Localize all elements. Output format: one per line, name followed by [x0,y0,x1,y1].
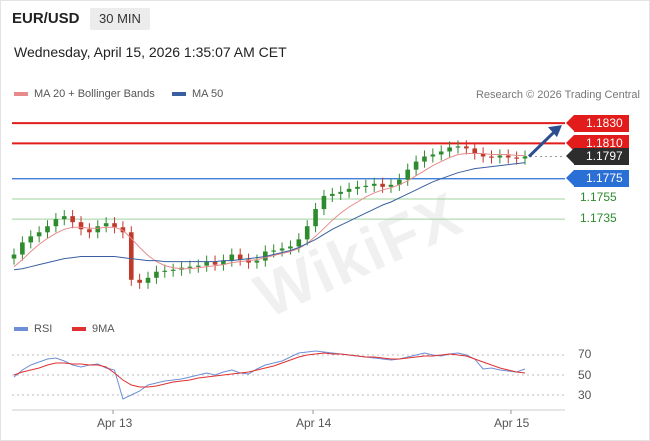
legend-rsi: RSI [14,323,52,335]
candle-body [195,265,201,267]
candle-body [162,270,168,272]
rsi-tick-30: 30 [578,388,592,402]
candle-body [11,254,17,259]
candle-body [70,216,75,223]
level-label-resistance-2: 1.1830 [566,114,629,132]
ma20-line [13,153,525,270]
candle-body [254,260,260,263]
ma20-swatch [14,92,28,96]
candle-body [397,179,402,185]
legend-9ma-label: 9MA [92,323,115,335]
candle-body [103,223,109,227]
candle-body [212,261,218,265]
level-label-support-1: 1.1755 [580,190,617,205]
candle-body [20,242,25,255]
candle-body [422,156,427,162]
projection-arrowhead [548,125,562,138]
timeframe-badge[interactable]: 30 MIN [90,8,150,30]
level-label-support-2: 1.1735 [580,210,617,225]
candle-body [145,277,151,283]
rsi-swatch [14,327,28,331]
candle-body [271,250,276,252]
candle-body [447,147,452,152]
candle-body [61,216,67,220]
projection-arrow [527,129,558,158]
candle-body [304,226,310,240]
candle-body [388,184,394,187]
candle-body [154,271,159,278]
legend-ma20: MA 20 + Bollinger Bands [14,88,155,100]
candle-body [497,155,503,158]
candle-body [438,151,444,155]
level-label-pivot: 1.1775 [566,170,629,188]
candle-body [522,156,528,159]
level-label-resistance-1: 1.1810 [566,134,629,152]
candle-body [170,269,176,271]
candle-body [346,188,352,192]
candle-body [430,154,436,157]
candle-body [87,229,92,233]
candle-body [36,232,42,237]
candle-body [363,185,369,188]
candle-body [128,232,134,280]
candle-body [296,239,302,247]
candle-body [405,169,411,180]
candle-body [137,279,142,283]
candle-body [221,260,226,265]
candle-body [321,195,327,210]
candle-body [187,266,193,268]
candle-body [514,157,519,159]
candle-body [505,155,511,158]
candle-body [313,209,318,227]
ma9-swatch [72,327,86,331]
x-tick-apr15: Apr 15 [494,416,530,430]
ma50-line [13,162,526,271]
ma9-line [13,352,526,388]
level-label-last-price: 1.1797 [566,148,629,165]
candle-body [480,153,486,157]
candle-body [95,226,101,233]
candle-body [279,248,285,251]
candle-body [28,236,34,243]
legend-9ma: 9MA [72,323,115,335]
candle-body [472,148,478,154]
candle-body [355,186,360,189]
rsi-line [13,350,526,400]
x-tick-apr13: Apr 13 [97,416,133,430]
chart-datetime: Wednesday, April 15, 2026 1:35:07 AM CET [14,44,287,60]
candle-body [45,226,50,233]
candle-body [371,183,377,186]
candle-body [338,191,344,194]
candle-body [455,146,461,148]
candle-body [288,246,293,249]
rsi-tick-50: 50 [578,368,592,382]
legend-ma50-label: MA 50 [192,88,224,100]
candle-body [53,219,59,227]
candle-body [464,146,469,149]
ma50-swatch [172,92,186,96]
candle-body [112,223,117,228]
research-credit: Research © 2026 Trading Central [475,89,640,101]
legend-rsi-label: RSI [34,323,53,335]
legend-ma50: MA 50 [172,88,223,100]
candle-body [229,254,235,261]
legend-ma20-label: MA 20 + Bollinger Bands [34,88,155,100]
candle-body [78,222,84,230]
candle-body [330,193,335,196]
x-tick-apr14: Apr 14 [296,416,332,430]
pair-title: EUR/USD [12,10,80,27]
candle-body [204,261,209,266]
candle-body [380,183,385,187]
candle-body [489,156,494,158]
candle-body [237,254,243,260]
candle-body [413,161,419,170]
rsi-tick-70: 70 [578,347,592,361]
